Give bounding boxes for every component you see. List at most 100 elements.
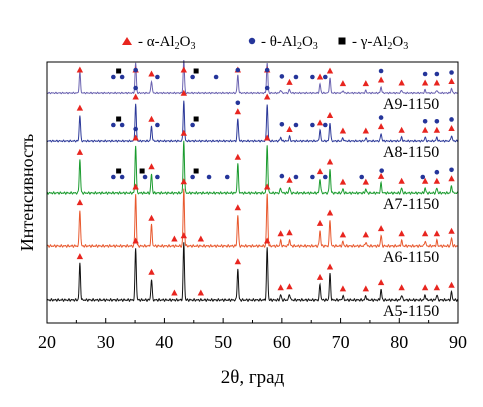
legend-label: - θ-Al2O3 <box>261 34 318 52</box>
alpha-marker <box>448 227 455 234</box>
chart-legend: - α-Al2O3 - θ-Al2O3 - γ-Al2O3 <box>122 34 408 52</box>
theta-marker <box>235 67 241 73</box>
x-axis-title: 2θ, град <box>221 367 285 388</box>
theta-marker <box>133 85 138 91</box>
alpha-marker <box>286 78 293 85</box>
alpha-marker <box>326 263 334 270</box>
theta-marker <box>264 67 270 73</box>
theta-marker <box>310 122 315 128</box>
alpha-marker <box>180 89 188 96</box>
alpha-marker <box>263 134 271 141</box>
alpha-marker <box>448 281 455 288</box>
theta-marker <box>279 121 285 127</box>
alpha-marker <box>433 79 441 86</box>
theta-marker <box>119 174 125 180</box>
theta-marker <box>449 70 454 75</box>
alpha-legend-triangle-icon <box>122 37 132 45</box>
theta-legend-circle-icon <box>248 37 256 45</box>
alpha-marker <box>234 108 242 115</box>
alpha-marker <box>286 229 293 236</box>
alpha-marker <box>148 214 155 221</box>
alpha-marker <box>197 289 205 296</box>
theta-marker <box>449 167 454 173</box>
theta-marker <box>119 74 125 80</box>
gamma-marker <box>193 168 199 174</box>
theta-marker <box>111 174 116 180</box>
xrd-traces <box>46 59 459 303</box>
alpha-marker <box>448 124 455 131</box>
alpha-marker <box>433 126 441 133</box>
theta-marker <box>111 74 116 80</box>
alpha-marker <box>148 70 155 77</box>
theta-marker <box>310 174 315 180</box>
alpha-marker <box>234 153 242 160</box>
theta-marker <box>119 122 125 128</box>
alpha-marker <box>148 268 155 275</box>
alpha-marker <box>286 283 293 290</box>
alpha-marker <box>234 258 242 265</box>
alpha-marker <box>377 279 385 286</box>
theta-marker <box>155 74 160 80</box>
alpha-marker <box>180 66 188 73</box>
theta-marker <box>378 115 384 120</box>
alpha-marker <box>263 183 271 190</box>
theta-marker <box>142 174 148 180</box>
alpha-marker <box>132 183 139 190</box>
alpha-marker <box>277 284 284 291</box>
theta-marker <box>155 122 160 128</box>
alpha-marker <box>377 123 385 130</box>
gamma-legend-square-icon <box>338 37 346 45</box>
alpha-marker <box>132 93 139 100</box>
alpha-marker <box>180 178 188 185</box>
x-axis: 20 30 40 50 60 70 80 90 <box>38 318 467 352</box>
alpha-marker <box>316 273 324 280</box>
theta-marker <box>279 173 285 179</box>
alpha-marker <box>433 177 441 184</box>
alpha-marker <box>326 112 334 118</box>
xrd-trace-a5-1150 <box>46 242 459 303</box>
alpha-marker <box>76 253 84 260</box>
alpha-marker <box>362 80 370 87</box>
x-tick-label: 40 <box>155 332 173 352</box>
alpha-marker <box>234 204 242 211</box>
gamma-marker <box>116 68 122 74</box>
theta-marker <box>310 74 315 80</box>
series-label: A7-1150 <box>383 196 439 213</box>
alpha-marker <box>76 148 84 155</box>
alpha-marker <box>377 172 385 179</box>
alpha-marker <box>433 230 441 237</box>
alpha-marker <box>132 237 139 244</box>
alpha-marker <box>76 66 84 73</box>
theta-marker <box>420 174 426 180</box>
theta-marker <box>133 67 138 73</box>
theta-marker <box>279 74 285 79</box>
phase-markers <box>76 66 455 296</box>
alpha-marker <box>362 127 370 134</box>
alpha-marker <box>433 284 441 291</box>
legend-label: - γ-Al2O3 <box>352 34 408 52</box>
alpha-marker <box>316 168 324 175</box>
alpha-marker <box>421 177 429 184</box>
alpha-marker <box>171 235 178 242</box>
alpha-marker <box>148 163 155 170</box>
xrd-trace-a9-1150 <box>46 59 459 95</box>
alpha-marker <box>448 175 455 182</box>
y-axis-title: Интенсивность <box>17 134 37 251</box>
theta-marker <box>133 126 138 132</box>
alpha-marker <box>398 79 405 86</box>
alpha-marker <box>398 284 405 291</box>
alpha-marker <box>421 126 429 133</box>
theta-marker <box>449 117 454 122</box>
theta-marker <box>190 174 195 180</box>
alpha-marker <box>362 285 370 292</box>
theta-marker <box>293 74 299 80</box>
alpha-marker <box>377 225 385 232</box>
x-tick-label: 90 <box>449 332 467 352</box>
alpha-marker <box>277 230 284 237</box>
series-labels: A5-1150 A6-1150 A7-1150 A8-1150 A9-1150 <box>383 96 439 320</box>
alpha-marker <box>286 126 293 133</box>
alpha-marker <box>132 134 139 141</box>
theta-marker <box>359 174 365 180</box>
theta-marker <box>264 85 270 91</box>
x-tick-label: 70 <box>332 332 350 352</box>
